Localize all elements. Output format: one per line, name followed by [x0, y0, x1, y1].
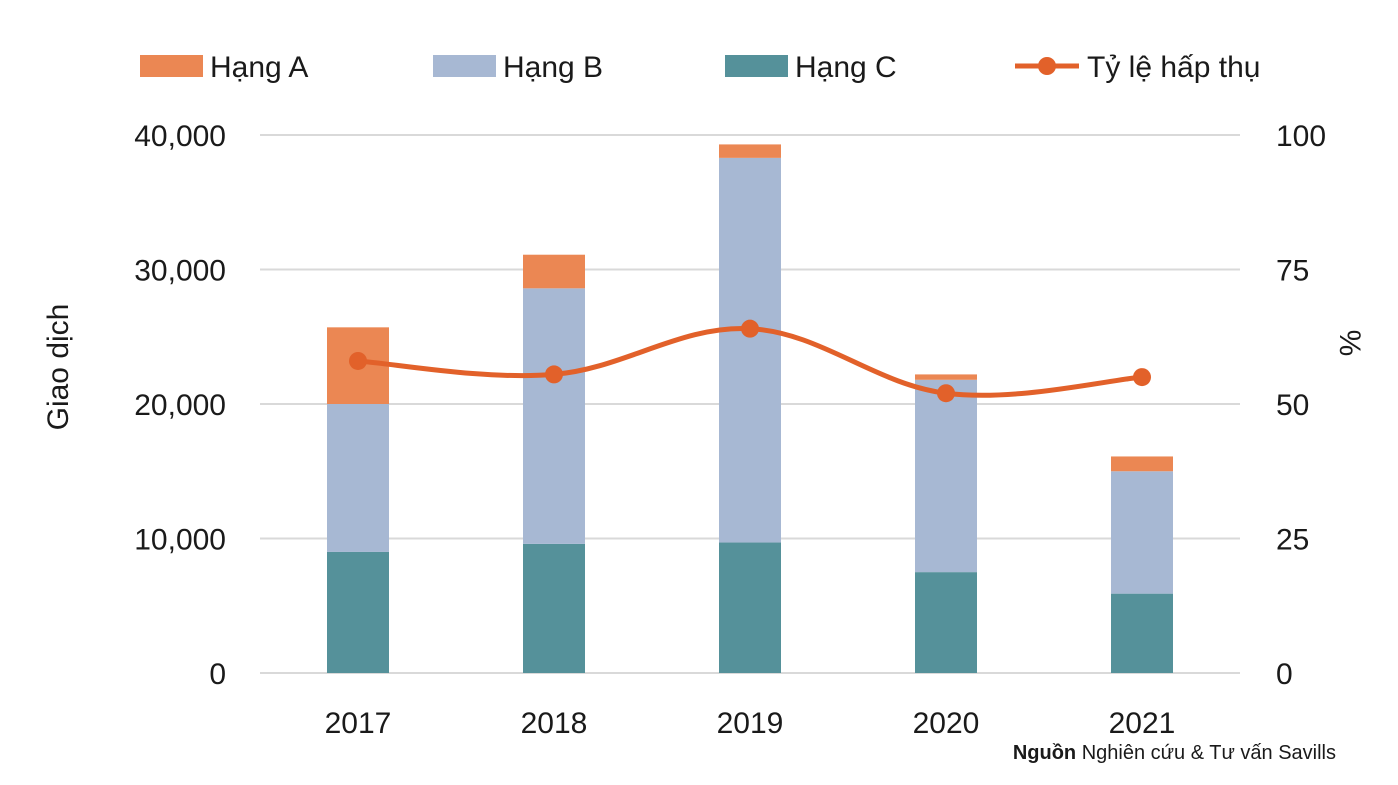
- y-tick-label: 20,000: [134, 389, 226, 422]
- y-axis-title: Giao dịch: [42, 304, 75, 431]
- y2-tick-label: 0: [1276, 658, 1293, 691]
- legend-label: Hạng C: [795, 51, 897, 84]
- legend-item: Tỷ lệ hấp thụ: [1015, 51, 1260, 84]
- y2-tick-label: 50: [1276, 389, 1309, 422]
- bar-hang-c-2020: [915, 572, 977, 673]
- absorption-rate-point-2021: [1133, 368, 1151, 387]
- absorption-rate-point-2017: [349, 351, 367, 370]
- x-axis-ticks: 2017 2018 2019 2020 2021: [325, 707, 1176, 740]
- left-axis-ticks: 0 10,000 20,000 30,000 40,000: [134, 120, 226, 691]
- absorption-rate-point-2018: [545, 365, 563, 384]
- legend-label: Hạng B: [503, 51, 603, 84]
- bar-hang-a-2018: [523, 254, 585, 289]
- x-tick-label: 2021: [1109, 707, 1176, 740]
- legend-item: Hạng C: [725, 51, 897, 84]
- legend-label: Hạng A: [210, 51, 308, 84]
- absorption-rate-point-2020: [937, 384, 955, 403]
- bar-hang-a-2021: [1111, 456, 1173, 472]
- y2-tick-label: 25: [1276, 524, 1309, 557]
- bar-hang-a-2019: [719, 144, 781, 158]
- x-tick-label: 2018: [521, 707, 588, 740]
- bar-hang-c-2018: [523, 543, 585, 673]
- bar-hang-b-2017: [327, 404, 389, 552]
- legend-swatch: [725, 55, 788, 77]
- y2-axis-title: %: [1333, 330, 1366, 357]
- right-axis-ticks: 0 25 50 75 100: [1276, 120, 1326, 691]
- y-tick-label: 0: [209, 658, 226, 691]
- absorption-rate-point-2019: [741, 319, 759, 338]
- legend-label: Tỷ lệ hấp thụ: [1087, 51, 1260, 84]
- bar-hang-c-2017: [327, 551, 389, 673]
- y-tick-label: 40,000: [134, 120, 226, 153]
- bar-hang-b-2020: [915, 379, 977, 573]
- bar-hang-b-2021: [1111, 471, 1173, 594]
- y2-tick-label: 100: [1276, 120, 1326, 153]
- bar-hang-c-2021: [1111, 593, 1173, 673]
- legend-item: Hạng B: [433, 51, 603, 84]
- x-tick-label: 2019: [717, 707, 784, 740]
- y2-tick-label: 75: [1276, 255, 1309, 288]
- source-text: Nghiên cứu & Tư vấn Savills: [1081, 742, 1336, 764]
- legend-swatch: [140, 55, 203, 77]
- legend-item: Hạng A: [140, 51, 308, 84]
- legend: Hạng A Hạng B Hạng C Tỷ lệ hấp thụ: [140, 51, 1260, 84]
- x-tick-label: 2017: [325, 707, 392, 740]
- bar-hang-b-2019: [719, 157, 781, 543]
- legend-swatch: [433, 55, 496, 77]
- bar-hang-b-2018: [523, 288, 585, 544]
- y-tick-label: 30,000: [134, 255, 226, 288]
- legend-swatch-marker: [1038, 57, 1056, 75]
- bar-hang-a-2020: [915, 374, 977, 380]
- source-label: Nguồn: [1012, 742, 1077, 764]
- x-tick-label: 2020: [913, 707, 980, 740]
- line-series: [349, 319, 1151, 403]
- source-note: Nguồn Nghiên cứu & Tư vấn Savills: [1013, 742, 1336, 765]
- bar-series: [327, 144, 1173, 673]
- bar-hang-c-2019: [719, 542, 781, 673]
- y-tick-label: 10,000: [134, 524, 226, 557]
